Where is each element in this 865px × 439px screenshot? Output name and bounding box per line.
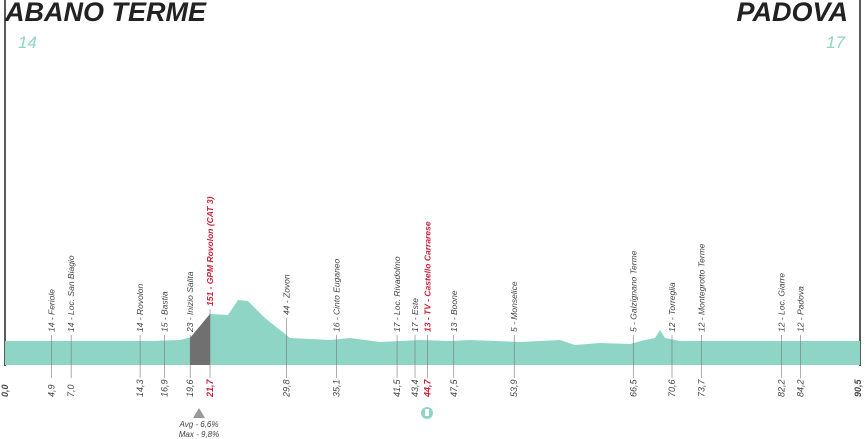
waypoint-label: 23 - Inizio Salita (185, 271, 195, 333)
waypoint-label: 13 - Boone (449, 290, 459, 332)
waypoint-label: 15 - Bastia (160, 291, 170, 332)
waypoint-label: 5 - Monselice (509, 281, 519, 332)
climb-max: Max - 9,8% (179, 430, 219, 439)
km-label: 7,0 (66, 384, 76, 397)
finish-number: 17 (826, 33, 845, 52)
waypoint-label: 17 - Este (410, 298, 420, 332)
km-label: 73,7 (696, 378, 706, 397)
km-label: 90,5 (853, 378, 863, 397)
km-label: 19,6 (185, 379, 195, 397)
waypoint-label: 17 - Loc. Rivadolmo (392, 256, 402, 332)
waypoint-label: 14 - Feriole (46, 289, 56, 332)
waypoint-label: 13 - TV - Castello Carrarese (422, 221, 432, 332)
km-label: 44,7 (422, 378, 432, 398)
start-name: ABANO TERME (4, 0, 207, 27)
climb-area (190, 314, 210, 365)
km-label: 66,5 (628, 378, 638, 397)
km-label: 0,0 (0, 384, 10, 397)
waypoint-label: 151 - GPM Rovolon (CAT 3) (205, 196, 215, 306)
km-label: 21,7 (205, 378, 215, 398)
km-label: 43,4 (410, 379, 420, 397)
finish-name: PADOVA (736, 0, 848, 27)
km-label: 70,6 (667, 379, 677, 397)
waypoint-label: 16 - Cinto Euganeo (332, 258, 342, 332)
waypoint-label: 12 - Montegrotto Terme (696, 243, 706, 332)
climb-icon (193, 408, 205, 418)
waypoint-label: 12 - Loc. Giarre (777, 273, 787, 332)
km-label: 4,9 (46, 384, 56, 397)
km-label: 82,2 (777, 379, 787, 397)
start-number: 14 (18, 33, 37, 52)
km-label: 47,5 (449, 378, 459, 397)
km-label: 14,3 (135, 379, 145, 397)
sprint-icon-flag (425, 409, 429, 416)
profile-area (5, 300, 860, 365)
km-label: 53,9 (509, 379, 519, 397)
km-label: 84,2 (795, 379, 805, 397)
waypoint-label: 5 - Galzignano Terme (628, 250, 638, 332)
km-label: 16,9 (160, 379, 170, 397)
km-label: 35,1 (332, 379, 342, 397)
km-label: 29,8 (282, 379, 292, 398)
waypoint-label: 44 - Zovon (282, 274, 292, 315)
waypoint-label: 14 - Rovolon (135, 284, 145, 332)
climb-avg: Avg - 6,6% (179, 420, 219, 429)
waypoint-label: 12 - Padova (795, 286, 805, 332)
waypoint-label: 14 - Loc. San Biagio (66, 255, 76, 332)
waypoint-label: 12 - Torreglia (667, 282, 677, 332)
km-label: 41,5 (392, 378, 402, 397)
